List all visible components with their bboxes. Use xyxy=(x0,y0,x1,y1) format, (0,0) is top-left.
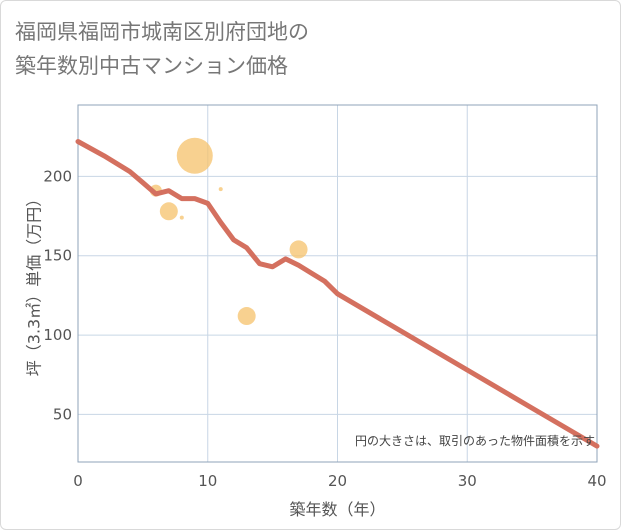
x-tick-label-20: 20 xyxy=(328,472,347,490)
tick-labels: 0 10 20 30 40 50 100 150 200 xyxy=(43,167,606,490)
plot-area-border xyxy=(77,104,598,463)
x-axis-label: 築年数（年） xyxy=(289,500,385,519)
scatter-point-4 xyxy=(218,187,223,192)
scatter-point-3 xyxy=(176,137,213,174)
grid-lines xyxy=(78,105,597,462)
y-axis-label: 坪（3.3㎡）単価（万円） xyxy=(25,191,44,376)
y-tick-label-100: 100 xyxy=(43,326,72,344)
x-tick-label-10: 10 xyxy=(198,472,217,490)
scatter-point-2 xyxy=(179,215,184,220)
x-tick-label-30: 30 xyxy=(458,472,477,490)
scatter-point-1 xyxy=(159,202,178,221)
y-tick-label-200: 200 xyxy=(43,167,72,185)
x-tick-label-0: 0 xyxy=(73,472,83,490)
chart-title: 福岡県福岡市城南区別府団地の 築年数別中古マンション価格 xyxy=(15,15,309,83)
y-tick-label-150: 150 xyxy=(43,247,72,265)
scatter-point-6 xyxy=(289,240,308,259)
y-tick-label-50: 50 xyxy=(53,405,72,423)
chart-title-line-2: 築年数別中古マンション価格 xyxy=(15,54,288,78)
bubble-layer xyxy=(149,137,308,326)
x-tick-label-40: 40 xyxy=(587,472,606,490)
bubble-size-note: 円の大きさは、取引のあった物件面積を示す xyxy=(355,433,595,448)
trend-line xyxy=(75,139,600,449)
scatter-point-5 xyxy=(237,307,256,326)
chart-title-line-1: 福岡県福岡市城南区別府団地の xyxy=(15,20,309,44)
